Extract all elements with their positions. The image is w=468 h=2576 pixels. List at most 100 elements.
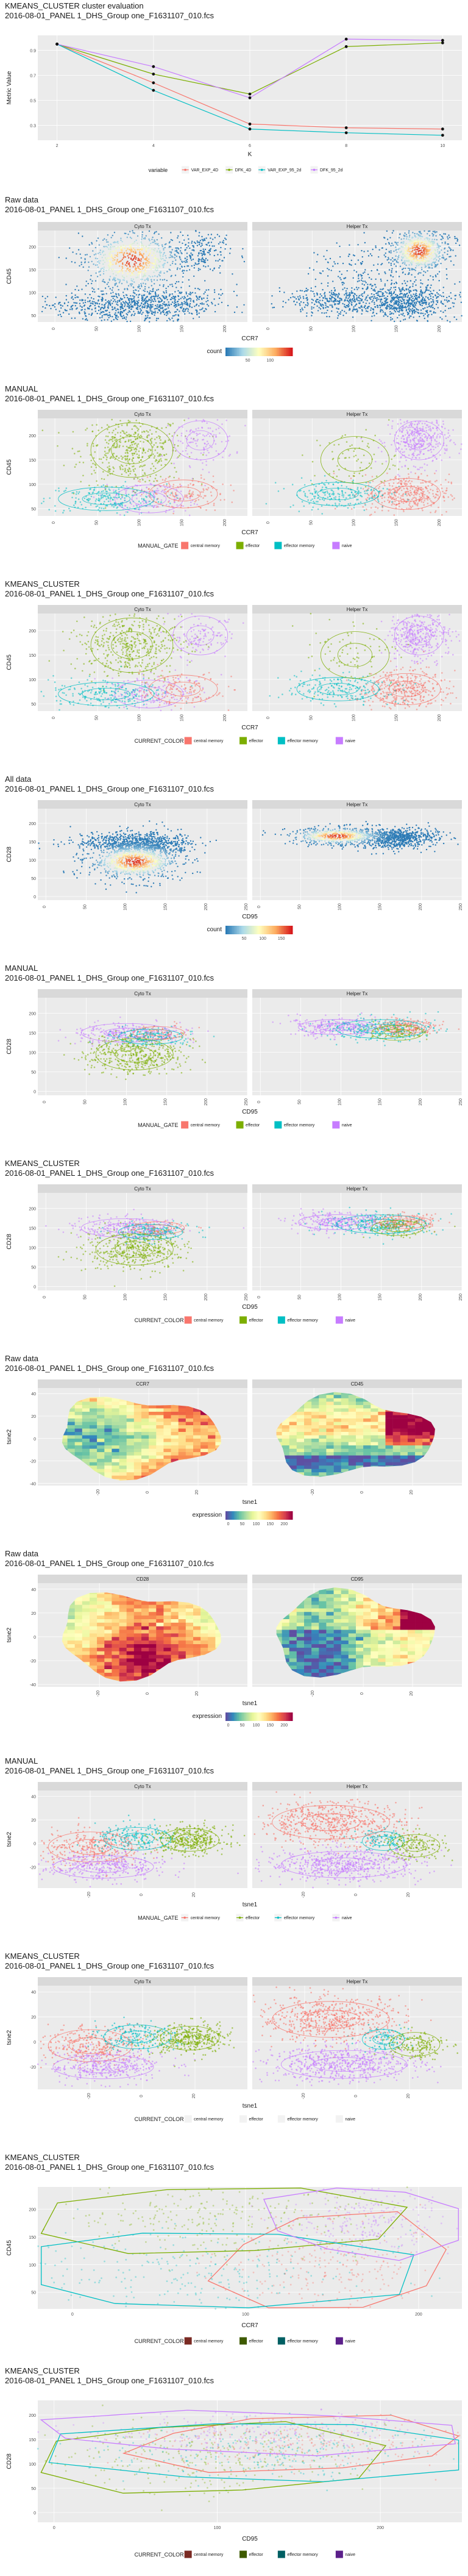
data-point bbox=[109, 276, 112, 277]
data-point bbox=[122, 315, 124, 317]
data-point bbox=[404, 295, 406, 296]
data-point bbox=[127, 493, 130, 496]
data-point bbox=[434, 446, 437, 448]
data-point bbox=[351, 299, 353, 301]
data-point bbox=[113, 491, 115, 493]
data-point bbox=[197, 288, 199, 290]
data-point bbox=[385, 314, 387, 316]
data-point bbox=[77, 498, 80, 500]
data-point bbox=[425, 260, 427, 262]
data-point bbox=[432, 243, 434, 245]
data-point bbox=[160, 501, 162, 503]
data-point bbox=[105, 299, 107, 301]
data-point bbox=[117, 240, 119, 243]
data-point bbox=[410, 441, 411, 443]
data-point bbox=[411, 310, 413, 312]
data-point bbox=[414, 304, 417, 306]
data-point bbox=[180, 490, 182, 492]
data-point bbox=[405, 267, 406, 270]
data-point bbox=[191, 249, 193, 251]
data-point bbox=[120, 315, 122, 317]
data-point bbox=[420, 257, 423, 259]
data-point bbox=[91, 431, 94, 432]
data-point bbox=[98, 494, 100, 496]
data-point bbox=[110, 248, 112, 250]
data-point bbox=[183, 265, 185, 268]
data-point bbox=[449, 440, 451, 442]
data-point bbox=[143, 295, 144, 296]
data-point bbox=[420, 267, 423, 268]
data-point bbox=[129, 264, 130, 266]
data-point bbox=[210, 491, 212, 493]
data-point bbox=[215, 428, 218, 431]
data-point bbox=[431, 446, 433, 448]
data-point bbox=[118, 446, 120, 448]
data-point bbox=[54, 510, 57, 512]
data-point bbox=[141, 296, 143, 298]
data-point bbox=[236, 306, 238, 308]
data-point bbox=[94, 304, 96, 307]
data-point bbox=[395, 255, 397, 257]
data-point bbox=[135, 270, 138, 271]
data-point bbox=[384, 237, 386, 239]
data-point bbox=[406, 306, 409, 307]
data-point bbox=[448, 307, 450, 309]
data-point bbox=[131, 313, 133, 315]
data-point bbox=[383, 315, 385, 317]
data-point bbox=[208, 249, 210, 252]
data-point bbox=[445, 274, 448, 276]
data-point bbox=[164, 441, 166, 443]
data-point bbox=[107, 301, 108, 303]
data-point bbox=[120, 260, 122, 262]
data-point bbox=[130, 295, 132, 297]
data-point bbox=[325, 298, 328, 299]
data-point bbox=[44, 307, 46, 309]
data-point bbox=[401, 256, 403, 258]
data-point bbox=[391, 268, 393, 270]
data-point bbox=[404, 263, 406, 265]
data-point bbox=[190, 437, 193, 439]
data-point bbox=[130, 434, 132, 437]
data-point bbox=[219, 432, 221, 434]
data-point bbox=[401, 466, 403, 468]
data-point bbox=[184, 313, 186, 315]
data-point bbox=[91, 242, 93, 244]
data-point bbox=[174, 296, 176, 298]
data-point bbox=[171, 249, 173, 251]
data-point bbox=[80, 504, 83, 506]
data-point bbox=[169, 503, 171, 504]
data-point bbox=[436, 300, 438, 302]
data-point bbox=[142, 245, 144, 246]
series-point bbox=[152, 81, 155, 85]
data-point bbox=[144, 452, 146, 454]
data-point bbox=[142, 474, 144, 476]
data-point bbox=[130, 470, 132, 472]
data-point bbox=[63, 490, 65, 492]
data-point bbox=[439, 443, 441, 445]
data-point bbox=[204, 435, 206, 437]
data-point bbox=[144, 481, 146, 483]
data-point bbox=[432, 296, 434, 298]
data-point bbox=[190, 298, 192, 300]
data-point bbox=[174, 257, 176, 259]
data-point bbox=[332, 281, 334, 282]
data-point bbox=[141, 498, 143, 500]
data-point bbox=[399, 310, 400, 312]
data-point bbox=[105, 498, 107, 500]
data-point bbox=[411, 264, 413, 266]
data-point bbox=[195, 419, 197, 421]
data-point bbox=[158, 454, 160, 456]
data-point bbox=[153, 263, 155, 265]
data-point bbox=[317, 310, 319, 312]
data-point bbox=[80, 309, 82, 311]
data-point bbox=[148, 448, 150, 451]
data-point bbox=[153, 252, 155, 254]
data-point bbox=[117, 304, 119, 306]
data-point bbox=[396, 303, 398, 305]
data-point bbox=[322, 304, 324, 306]
data-point bbox=[200, 477, 202, 479]
data-point bbox=[118, 295, 120, 296]
data-point bbox=[206, 444, 208, 446]
data-point bbox=[186, 259, 188, 260]
data-point bbox=[57, 314, 59, 316]
